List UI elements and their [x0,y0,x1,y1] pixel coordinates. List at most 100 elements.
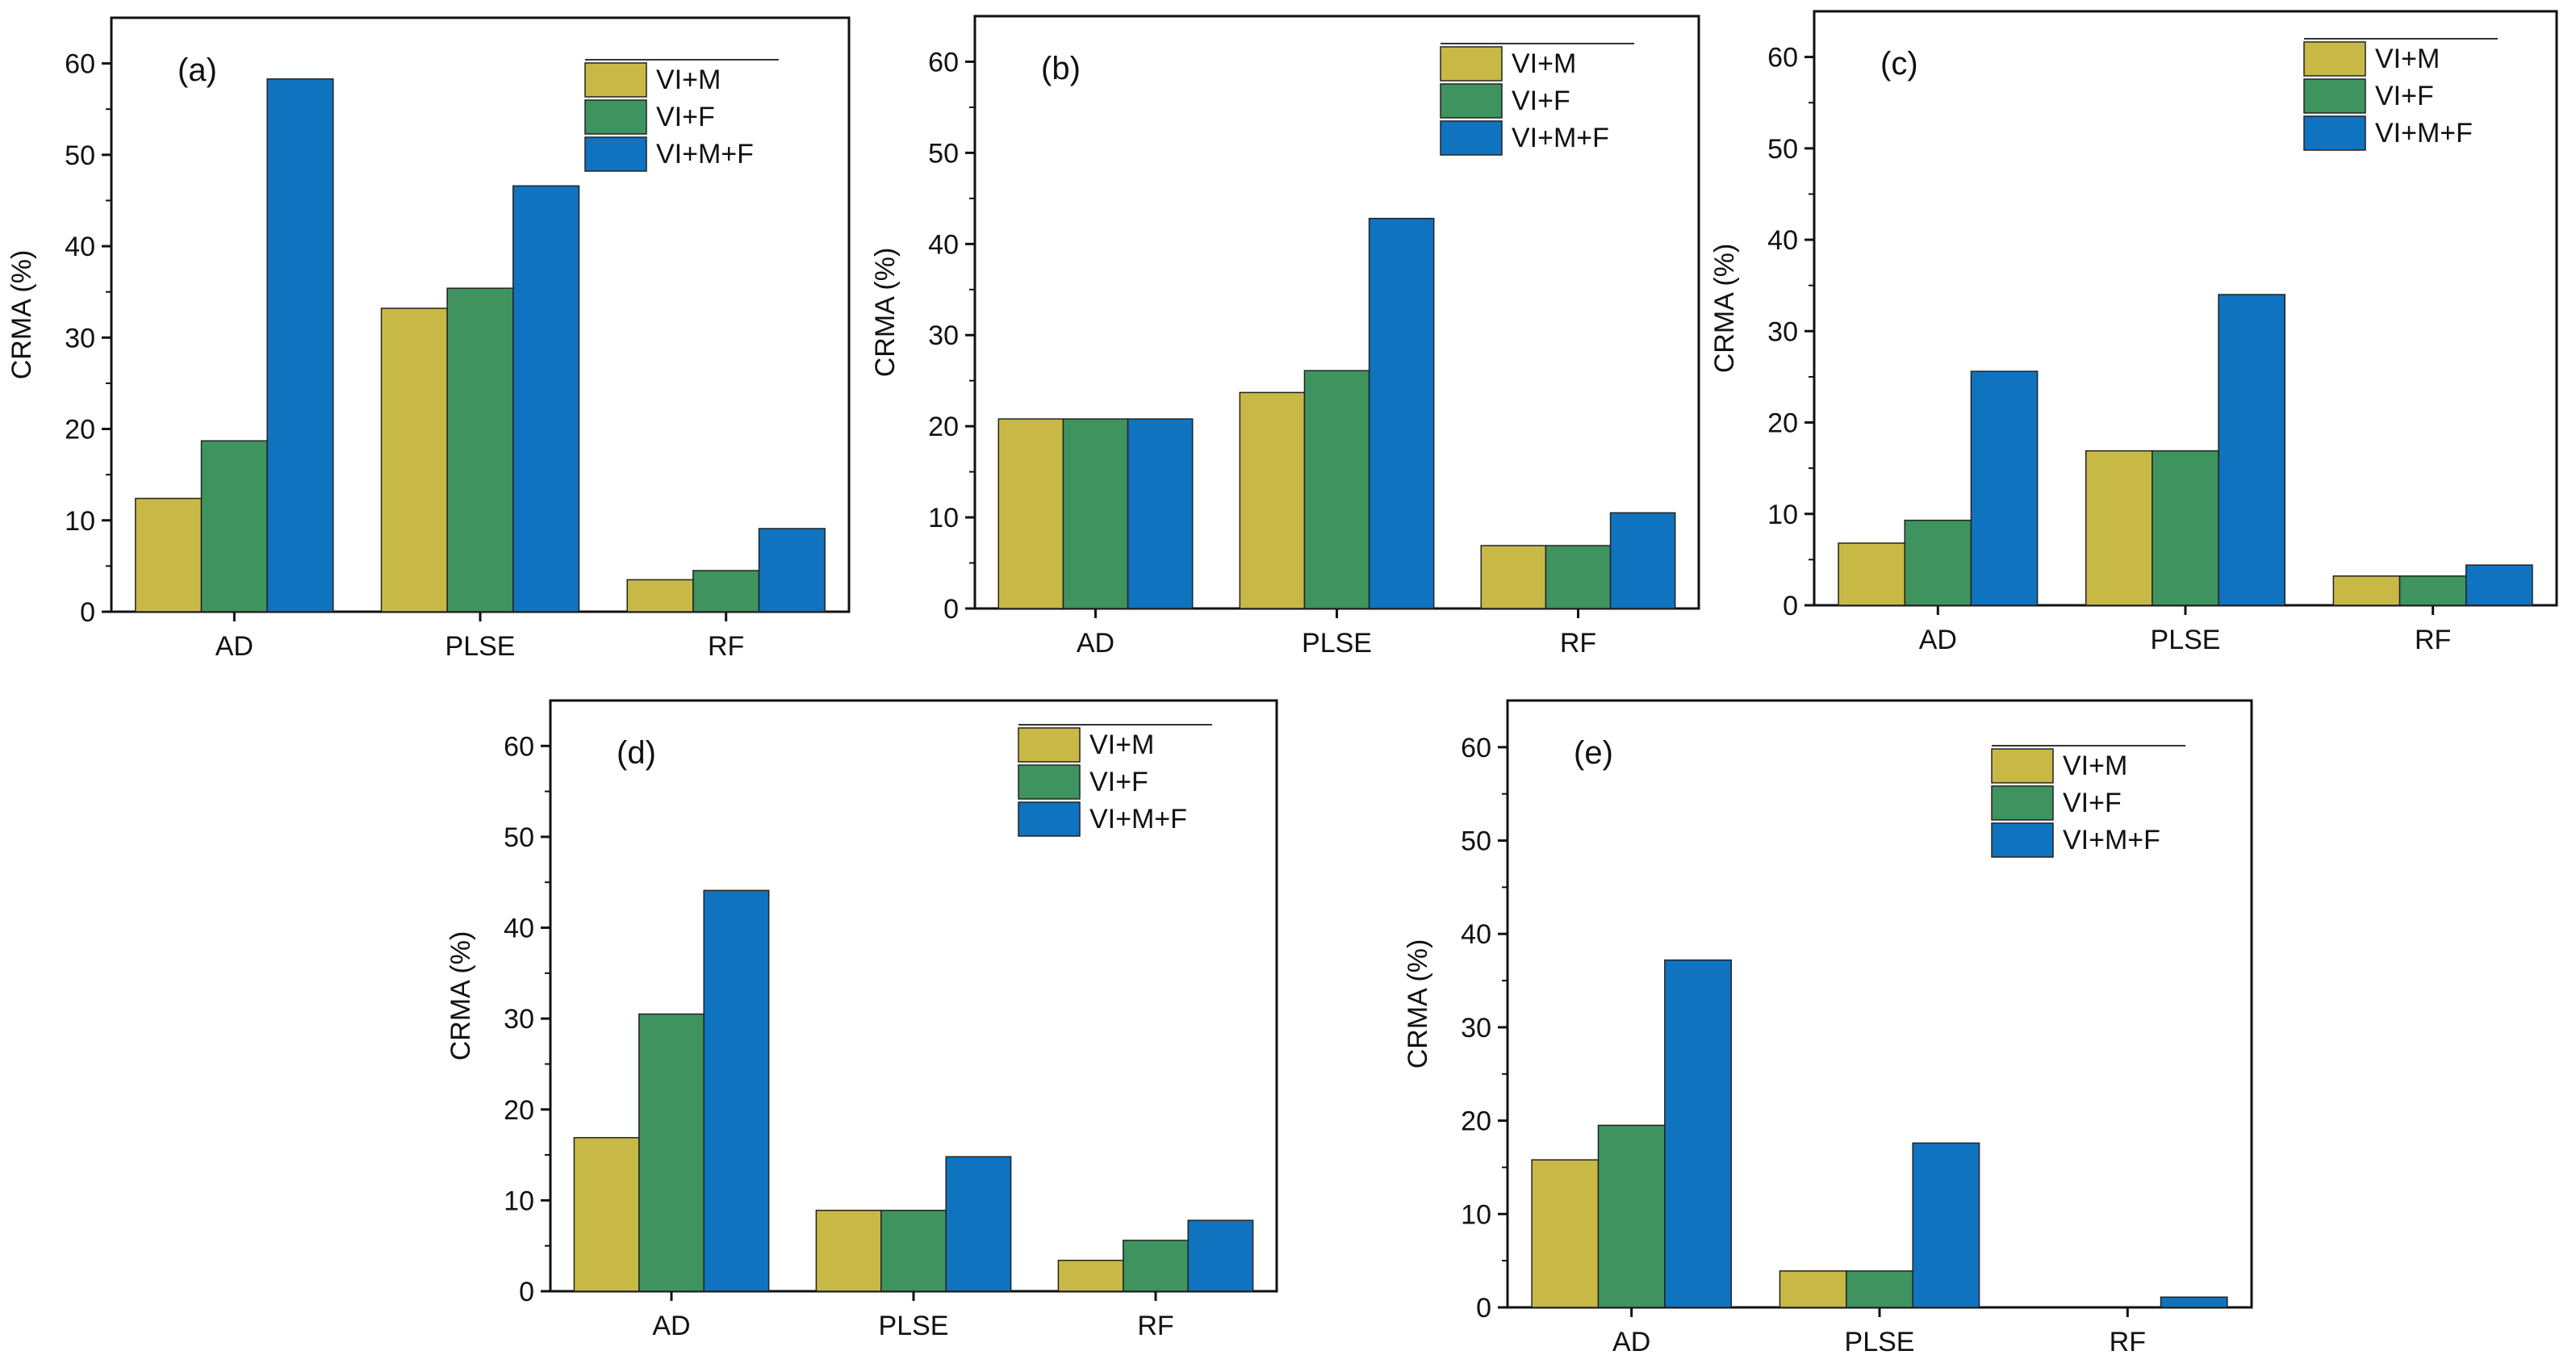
bar-ad-vi-m [135,497,203,613]
bar-ad-vi-f [1597,1124,1666,1308]
legend-swatch [1991,785,2054,821]
legend: VI+M VI+F VI+M+F [1018,724,1212,837]
y-tick-label: 40 [928,229,959,260]
chart-panel-4: 0 10 20 30 40 50 60 CRMA (%) (d) AD PLSE RF VI+M VI+F… [445,699,1278,1341]
bar-rf-vi-m-f [758,528,826,613]
y-tick-label: 40 [1767,225,1798,256]
bar-rf-vi-m-f [2160,1296,2228,1308]
x-tick-label: RF [1560,628,1596,659]
y-tick-label: 50 [1461,826,1491,857]
chart-panel-3: 0 10 20 30 40 50 60 CRMA (%) (c) AD PLSE RF VI+M VI+F… [1709,10,2558,655]
legend-label: VI+F [2063,788,2122,818]
y-axis-label: CRMA (%) [6,250,37,380]
bar-rf-vi-f [2398,575,2467,606]
legend-swatch [1440,46,1503,82]
bar-ad-vi-m-f [1664,959,1732,1308]
bar-plse-vi-f [1303,370,1370,609]
bar-ad-vi-f [1904,519,1972,606]
legend-label: VI+F [2375,81,2434,111]
legend-swatch [1018,727,1081,763]
bar-ad-vi-m [1838,542,1905,606]
legend: VI+M VI+F VI+M+F [1440,43,1634,156]
y-tick-label: 30 [65,323,95,353]
legend-label: VI+F [656,102,715,132]
y-tick-label: 0 [519,1277,534,1307]
y-tick-label: 40 [504,914,534,944]
y-axis-label: CRMA (%) [445,931,476,1061]
y-tick-label: 20 [1461,1106,1491,1137]
legend-label: VI+M+F [2375,118,2473,148]
bar-plse-vi-f [2152,450,2219,606]
y-tick-label: 60 [65,49,95,80]
bar-plse-vi-m [1239,391,1306,609]
bar-rf-vi-f [1123,1240,1189,1292]
y-axis-label: CRMA (%) [1709,244,1740,374]
legend: VI+M VI+F VI+M+F [584,59,779,172]
legend-swatch [1440,83,1503,119]
x-tick-label: PLSE [1845,1327,1915,1355]
bar-plse-vi-f [880,1210,947,1292]
legend-swatch [584,136,647,172]
y-tick-label: 30 [928,320,959,351]
y-tick-label: 0 [1476,1293,1491,1324]
bar-ad-vi-m-f [266,78,334,613]
y-tick-label: 50 [928,138,959,169]
bar-ad-vi-f [638,1013,705,1292]
bar-plse-vi-m-f [2218,294,2286,606]
y-tick-label: 20 [504,1095,534,1126]
y-tick-label: 10 [504,1186,534,1216]
legend-swatch [1440,120,1503,156]
x-tick-label: PLSE [879,1311,949,1341]
x-tick-label: AD [1919,625,1957,655]
bar-plse-vi-f [1846,1270,1913,1308]
y-tick-label: 0 [943,594,959,625]
y-tick-label: 0 [80,597,95,628]
bar-rf-vi-f [1545,545,1612,609]
bar-rf-vi-m [1480,545,1547,609]
bar-rf-vi-m-f [2465,564,2533,606]
legend-label: VI+M+F [2063,825,2160,855]
x-tick-label: RF [708,631,744,662]
y-tick-label: 60 [504,731,534,762]
bar-ad-vi-m-f [1127,418,1194,609]
legend: VI+M VI+F VI+M+F [1991,745,2185,858]
y-axis-label: CRMA (%) [870,248,901,378]
bar-ad-vi-m-f [703,889,770,1292]
bar-ad-vi-m [573,1136,640,1292]
legend-label: VI+M [2375,44,2440,74]
x-tick-label: RF [2110,1327,2146,1355]
x-tick-label: PLSE [2151,625,2221,655]
y-tick-label: 30 [1461,1013,1491,1043]
y-tick-label: 50 [1767,134,1798,165]
chart-panel-5: 0 10 20 30 40 50 60 CRMA (%) (e) AD PLSE RF VI+M VI+F… [1403,699,2253,1355]
bar-plse-vi-m [815,1210,882,1292]
panel-label: (a) [178,52,217,88]
bar-rf-vi-m-f [1187,1219,1254,1292]
legend-swatch [1018,801,1081,837]
y-tick-label: 0 [1783,591,1798,621]
legend-swatch [2303,41,2366,77]
legend-label: VI+F [1089,767,1148,797]
y-tick-label: 40 [1461,919,1491,950]
x-tick-label: PLSE [1302,628,1372,659]
bar-rf-vi-m [1057,1259,1124,1292]
panel-label: (b) [1041,51,1081,86]
y-tick-label: 50 [65,140,95,171]
legend-swatch [584,99,647,135]
bar-plse-vi-m [2085,450,2153,606]
legend-label: VI+M+F [1089,804,1187,834]
x-tick-label: RF [2415,625,2451,655]
legend-swatch [1018,764,1081,800]
panel-label: (e) [1574,735,1613,771]
legend-swatch [2303,78,2366,114]
bar-ad-vi-m [997,418,1064,609]
legend-label: VI+M+F [656,139,754,169]
y-tick-label: 50 [504,822,534,853]
chart-panel-1: 0 10 20 30 40 50 60 CRMA (%) (a) AD PLSE RF VI+M VI+F… [6,16,851,662]
y-tick-label: 10 [65,506,95,537]
bar-ad-vi-f [1062,418,1129,609]
bar-plse-vi-m [380,307,448,613]
y-tick-label: 60 [1767,43,1798,73]
panel-label: (d) [617,735,656,771]
